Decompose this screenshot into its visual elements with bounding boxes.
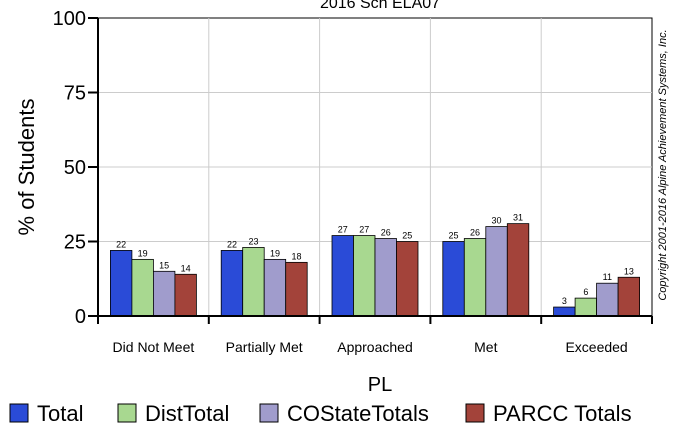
bar [152, 270, 176, 317]
y-axis-label: % of Students [14, 99, 39, 236]
legend-label: Total [37, 401, 83, 426]
bar [331, 235, 354, 317]
bar [485, 226, 508, 317]
x-tick-label: Met [474, 339, 497, 355]
bar [596, 282, 619, 317]
data-label: 13 [624, 266, 634, 276]
x-tick-label: Did Not Meet [113, 339, 195, 355]
x-tick-label: Exceeded [565, 339, 627, 355]
data-label: 27 [359, 225, 369, 235]
bar [374, 238, 397, 317]
bar [442, 241, 465, 317]
y-tick-label: 75 [64, 83, 86, 105]
data-label: 14 [181, 263, 191, 273]
legend-swatch [9, 403, 29, 423]
bar [285, 261, 308, 317]
legend-label: COStateTotals [287, 401, 429, 426]
axes: 0 25 50 75 100 Did Not Meet Partially Met Appro… [53, 8, 653, 355]
bar [396, 241, 419, 317]
x-tick-label: Approached [337, 339, 413, 355]
bar [242, 247, 265, 317]
data-label: 25 [402, 231, 412, 241]
data-label: 27 [338, 225, 348, 235]
data-label: 23 [248, 236, 258, 246]
data-label: 6 [583, 287, 588, 297]
bar [263, 258, 287, 317]
bar [353, 235, 376, 317]
bars [110, 223, 640, 317]
bar [574, 297, 597, 317]
data-labels: 22 19 15 14 22 23 19 18 27 27 26 25 25 26 30 31 3 6 11 13 [116, 213, 634, 306]
bar [220, 250, 244, 317]
legend-swatch [465, 403, 485, 423]
legend-swatch [259, 403, 279, 423]
y-tick-label: 0 [75, 306, 86, 328]
data-label: 25 [449, 231, 459, 241]
y-tick-label: 50 [64, 157, 86, 179]
data-label: 11 [603, 272, 612, 282]
bar [174, 273, 197, 317]
copyright-note: Copyright 2001-2016 Alpine Achievement S… [657, 29, 669, 300]
data-label: 22 [116, 239, 126, 249]
data-label: 19 [138, 248, 148, 258]
y-tick-label: 100 [53, 8, 86, 30]
y-tick-label: 25 [64, 232, 86, 254]
legend-label: PARCC Totals [493, 401, 632, 426]
chart-title: 2016 Sch ELA07 [320, 0, 440, 12]
data-label: 31 [513, 213, 523, 223]
legend: Total DistTotal COStateTotals PARCC Totals [9, 401, 632, 426]
data-label: 22 [227, 239, 237, 249]
data-label: 15 [159, 260, 169, 270]
bar [463, 238, 487, 317]
x-axis-label: PL [368, 374, 392, 396]
x-tick-label: Partially Met [226, 339, 303, 355]
data-label: 3 [562, 296, 567, 306]
bar [617, 276, 640, 317]
data-label: 26 [381, 228, 391, 238]
bar [110, 250, 133, 317]
legend-label: DistTotal [145, 401, 229, 426]
data-label: 30 [492, 216, 502, 226]
data-label: 18 [291, 251, 301, 261]
bar [553, 306, 576, 317]
bar [131, 258, 154, 317]
legend-swatch [117, 403, 137, 423]
data-label: 26 [470, 228, 480, 238]
data-label: 19 [270, 248, 280, 258]
bar [506, 223, 530, 317]
